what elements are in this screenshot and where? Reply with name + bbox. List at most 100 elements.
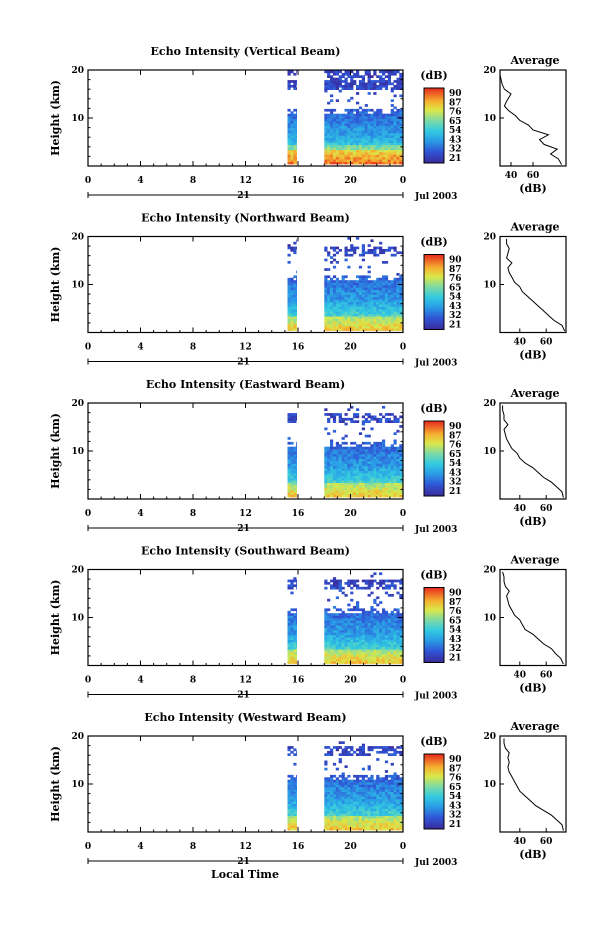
heatmap-cell [347,620,351,624]
heatmap-cell [344,130,348,134]
heatmap-cell [399,135,403,138]
heatmap-cell [290,806,294,809]
heatmap-cell [382,304,386,307]
heatmap-cell [376,646,380,650]
x-tick-label: 0 [85,176,91,186]
heatmap-cell [327,470,331,474]
heatmap-cell [353,282,357,286]
heatmap-cell [344,118,348,122]
heatmap-cell [324,796,328,800]
heatmap-cell [399,82,403,86]
heatmap-cell [341,137,345,141]
heatmap-cell [379,309,383,312]
heatmap-cell [376,282,380,286]
heatmap-cell [356,644,360,648]
heatmap-cell [373,297,377,300]
heatmap-cell [358,299,363,303]
heatmap-cell [367,477,371,481]
heatmap-cell [379,297,383,300]
heatmap-cell [364,292,368,295]
heatmap-cell [382,461,386,464]
heatmap-cell [393,130,397,134]
heatmap-cell [344,116,348,119]
heatmap-cell [367,642,371,645]
heatmap-cell [382,796,386,800]
heatmap-cell [293,818,297,821]
heatmap-cell [341,741,345,744]
heatmap-cell [356,111,360,114]
heatmap-cell [361,656,365,660]
heatmap-cell [361,294,365,298]
heatmap-cell [293,84,297,88]
heatmap-cell [350,487,354,491]
heatmap-cell [393,777,397,780]
heatmap-cell [376,294,380,298]
heatmap-cell [341,615,345,619]
heatmap-cell [330,822,334,826]
heatmap-cell [390,815,394,819]
heatmap-cell [393,475,397,479]
heatmap-cell [347,135,351,138]
heatmap-cell [384,275,389,279]
heatmap-cell [347,627,351,631]
heatmap-cell [361,806,365,809]
heatmap-cell [393,161,397,165]
heatmap-cell [379,791,383,795]
heatmap-cell [376,289,380,293]
heatmap-cell [376,473,380,476]
heatmap-cell [370,328,374,331]
heatmap-cell [393,661,397,664]
heatmap-cell [327,468,331,471]
heatmap-cell [350,461,354,464]
heatmap-cell [327,458,331,462]
heatmap-cell [361,116,365,119]
heatmap-cell [335,810,339,814]
heatmap-cell [370,152,374,155]
heatmap-cell [387,449,391,452]
heatmap-cell [376,456,380,459]
heatmap-cell [382,285,386,288]
heatmap-cell [373,72,377,76]
heatmap-cell [338,468,342,471]
heatmap-cell [390,470,394,474]
heatmap-cell [296,806,297,809]
heatmap-cell [364,818,368,821]
heatmap-cell [387,789,391,792]
heatmap-cell [341,473,345,476]
heatmap-cell [358,132,363,136]
heatmap-cell [353,108,357,112]
heatmap-cell [330,753,334,756]
heatmap-cell [373,461,377,464]
heatmap-cell [353,144,357,148]
heatmap-cell [344,422,348,426]
heatmap-cell [330,111,334,114]
heatmap-cell [373,651,377,655]
panel-2: Echo Intensity (Eastward Beam)Height (km… [49,378,567,535]
heatmap-cell [344,615,348,619]
heatmap-cell [347,294,351,298]
heatmap-cell [356,753,360,756]
heatmap-cell [327,630,331,633]
heatmap-cell [399,77,403,81]
heatmap-cell [399,615,403,619]
heatmap-cell [296,627,297,631]
heatmap-cell [376,156,380,160]
heatmap-cell [382,118,386,122]
heatmap-cell [338,661,342,664]
heatmap-cell [396,154,400,158]
heatmap-cell [332,579,337,583]
heatmap-cell [296,579,297,583]
heatmap-cell [356,482,360,486]
heatmap-cell [296,152,297,155]
heatmap-cell [376,461,380,464]
heatmap-cell [296,113,297,117]
heatmap-cell [296,480,297,483]
heatmap-cell [393,152,397,155]
colorbar-level: 21 [449,820,462,830]
heatmap-cell [356,152,360,155]
heatmap-cell [379,494,383,498]
heatmap-cell [390,594,394,597]
heatmap-cell [393,774,397,778]
heatmap-cell [358,147,363,150]
heatmap-cell [353,461,357,464]
